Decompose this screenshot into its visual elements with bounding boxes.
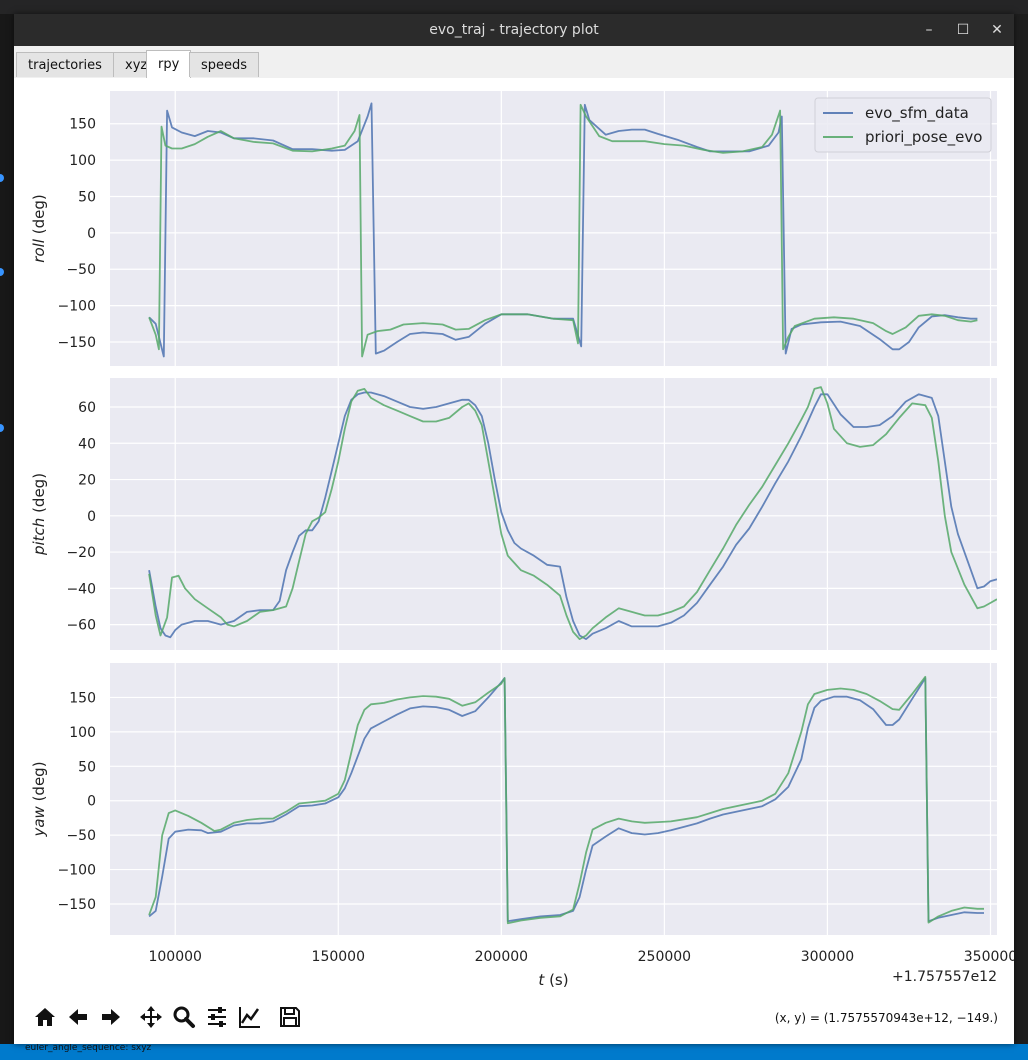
notification-dot [0,268,4,276]
sliders-icon[interactable] [202,1002,232,1032]
y-tick-label: −150 [58,335,96,351]
y-tick-label: 100 [69,725,96,741]
y-tick-label: 60 [78,400,96,416]
y-tick-label: −20 [66,545,96,561]
editor-background-strip [1014,14,1028,1044]
axes-background [110,663,997,935]
notification-dot [0,174,4,182]
arrow-right-icon[interactable] [96,1002,126,1032]
plot-window: evo_traj - trajectory plot – ☐ ✕ traject… [14,14,1014,1053]
navigation-toolbar: (x, y) = (1.7575570943e+12, −149.) [14,993,1014,1044]
y-tick-label: −150 [58,897,96,913]
figure-canvas[interactable]: 150 100 50 0 −50 −100 −150 roll (deg) evo_sfm_da… [14,78,1014,1053]
minimize-button[interactable]: – [925,22,933,38]
y-tick-label: −60 [66,618,96,634]
notification-dot [0,424,4,432]
cursor-coordinates: (x, y) = (1.7575570943e+12, −149.) [774,1011,998,1025]
series-line-priori_pose_evo [148,103,978,358]
euler-sequence-label: euler_angle_sequence: sxyz [25,1043,152,1053]
y-tick-label: 50 [78,189,96,205]
x-offset-label: +1.757557e12 [892,969,997,985]
axes-background [110,378,997,650]
x-tick-label: 100000 [148,949,201,965]
legend-box [814,97,992,153]
y-tick-label: 50 [78,759,96,775]
y-tick-label: 40 [78,436,96,452]
series-line-evo_sfm_data [148,102,978,358]
x-tick-label: 350000 [964,949,1014,965]
tab-speeds[interactable]: speeds [189,52,260,77]
desktop-topbar [0,0,1028,14]
series-line-evo_sfm_data [148,391,997,640]
tab-trajectories[interactable]: trajectories [16,52,114,77]
x-tick-label: 300000 [801,949,854,965]
magnifier-icon[interactable] [169,1002,199,1032]
legend-label: evo_sfm_data [865,104,969,123]
y-tick-label: 150 [69,117,96,133]
y-tick-label: 0 [87,509,96,525]
legend-label: priori_pose_evo [865,128,982,147]
window-title: evo_traj - trajectory plot [429,22,599,38]
arrow-left-icon[interactable] [63,1002,93,1032]
series-line-priori_pose_evo [148,675,984,925]
y-axis-label: roll (deg) [30,194,48,262]
title-bar: evo_traj - trajectory plot – ☐ ✕ [14,14,1014,46]
series-line-evo_sfm_data [148,677,984,923]
y-tick-label: −100 [58,863,96,879]
move-icon[interactable] [136,1002,166,1032]
line-chart-icon[interactable] [235,1002,265,1032]
y-tick-label: 150 [69,690,96,706]
editor-sidebar-strip [0,14,14,1044]
y-axis-label: pitch (deg) [30,473,48,556]
editor-status-bar [0,1044,1028,1060]
x-tick-label: 200000 [475,949,528,965]
y-tick-label: −50 [66,262,96,278]
tab-bar: trajectories xyz rpy speeds [14,46,1014,79]
y-tick-label: −50 [66,828,96,844]
y-axis-label: yaw (deg) [30,761,48,837]
x-tick-label: 250000 [638,949,691,965]
x-axis-label: t (s) [538,971,568,989]
maximize-button[interactable]: ☐ [956,22,970,38]
close-button[interactable]: ✕ [991,22,1003,38]
rpy-figure: 150 100 50 0 −50 −100 −150 roll (deg) evo_sfm_da… [30,91,1014,989]
y-tick-label: 0 [87,226,96,242]
home-icon[interactable] [30,1002,60,1032]
y-tick-label: 0 [87,794,96,810]
series-line-priori_pose_evo [148,386,997,640]
y-tick-label: −40 [66,581,96,597]
y-tick-label: 100 [69,153,96,169]
floppy-icon[interactable] [275,1002,305,1032]
y-tick-label: −100 [58,299,96,315]
x-tick-label: 150000 [312,949,365,965]
y-tick-label: 20 [78,473,96,489]
tab-rpy[interactable]: rpy [146,50,192,78]
